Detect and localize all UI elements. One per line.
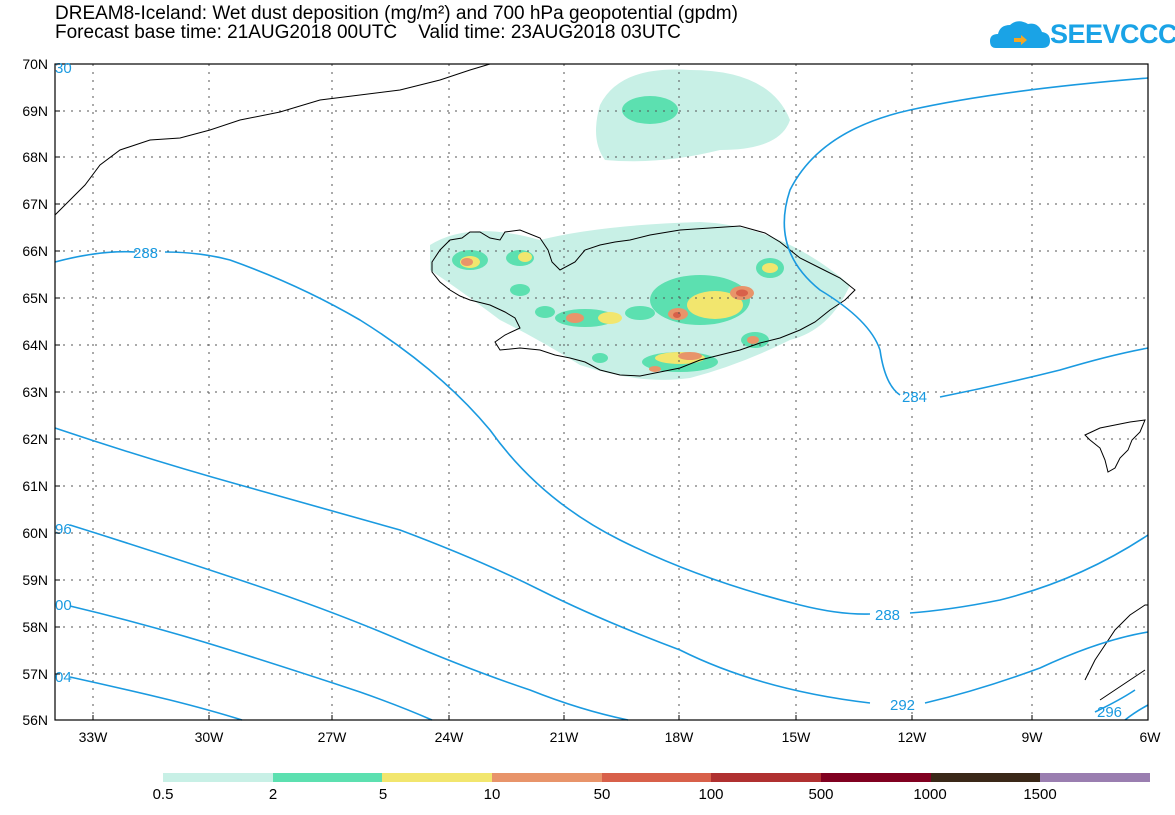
contour-label: 284	[902, 389, 927, 406]
lat-label: 66N	[22, 243, 48, 259]
lat-label: 68N	[22, 149, 48, 165]
lat-label: 63N	[22, 384, 48, 400]
colorbar-segment	[711, 773, 822, 782]
lon-label: 24W	[434, 729, 464, 745]
contour-label: 96	[55, 521, 72, 538]
colorbar-segment	[163, 773, 273, 782]
lat-label: 67N	[22, 196, 48, 212]
lon-label: 9W	[1021, 729, 1043, 745]
contour-label: 30	[55, 60, 72, 77]
graticule	[55, 64, 1148, 720]
lat-label: 57N	[22, 666, 48, 682]
map-title: DREAM8-Iceland: Wet dust deposition (mg/…	[55, 3, 738, 24]
seevccc-logo: SEEVCCC	[1050, 19, 1175, 49]
contour-label: 00	[55, 597, 72, 614]
colorbar-label: 100	[698, 786, 724, 803]
map-subtitle: Forecast base time: 21AUG2018 00UTC Vali…	[55, 22, 681, 43]
contour-label: 04	[55, 669, 72, 686]
colorbar-segment	[821, 773, 931, 782]
colorbar-segment	[1040, 773, 1151, 782]
contour-labels: 288 284 288 292 296 96 00 04 30	[55, 60, 1122, 721]
colorbar-label: 500	[808, 786, 834, 803]
lon-label: 27W	[317, 729, 347, 745]
lat-label: 62N	[22, 431, 48, 447]
contour-label: 288	[133, 245, 158, 262]
colorbar-segment	[492, 773, 602, 782]
colorbar	[163, 773, 1151, 782]
lon-label: 30W	[194, 729, 224, 745]
cloud-icon	[990, 21, 1050, 48]
lon-label: 33W	[78, 729, 108, 745]
lon-label: 21W	[549, 729, 579, 745]
colorbar-segment	[930, 773, 1041, 782]
lat-label: 59N	[22, 572, 48, 588]
lat-label: 60N	[22, 525, 48, 541]
contour-label: 288	[875, 607, 900, 624]
colorbar-label: 1000	[913, 786, 947, 803]
lat-label: 69N	[22, 103, 48, 119]
coastlines	[54, 63, 1148, 701]
colorbar-label: 50	[593, 786, 611, 803]
geopotential-contours	[54, 77, 1149, 721]
lat-label: 65N	[22, 290, 48, 306]
colorbar-segment	[601, 773, 712, 782]
lat-label: 64N	[22, 337, 48, 353]
colorbar-label: 2	[268, 786, 278, 803]
colorbar-segment	[382, 773, 493, 782]
contour-label: 292	[890, 697, 915, 714]
lat-label: 58N	[22, 619, 48, 635]
lat-label: 61N	[22, 478, 48, 494]
lon-label: 6W	[1139, 729, 1161, 745]
lat-label: 56N	[22, 712, 48, 728]
colorbar-segment	[272, 773, 383, 782]
lon-label: 18W	[664, 729, 694, 745]
colorbar-label: 5	[378, 786, 388, 803]
colorbar-label: 1500	[1023, 786, 1057, 803]
colorbar-label: 10	[483, 786, 501, 803]
lon-label: 15W	[781, 729, 811, 745]
lon-label: 12W	[897, 729, 927, 745]
colorbar-label: 0.5	[152, 786, 174, 803]
lat-label: 70N	[22, 56, 48, 72]
dust-deposition-layer	[430, 69, 850, 380]
contour-label: 296	[1097, 704, 1122, 721]
